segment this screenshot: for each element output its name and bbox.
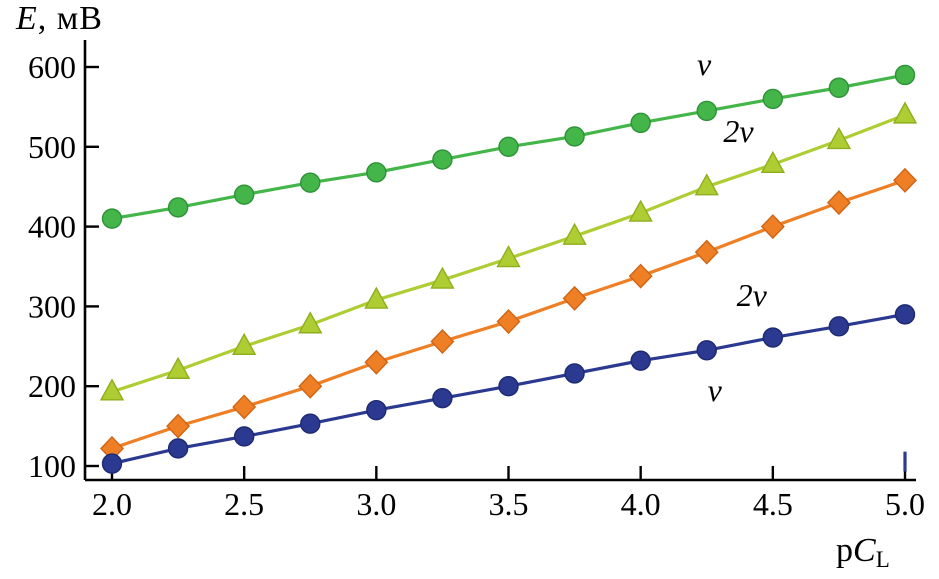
marker-circle-nu-lower bbox=[894, 304, 916, 325]
y-axis-title-units: , мВ bbox=[37, 0, 103, 37]
y-tick-label: 500 bbox=[28, 129, 76, 165]
marker-circle-nu-lower bbox=[630, 350, 651, 371]
marker-diamond-2nu-lower bbox=[694, 239, 719, 265]
y-axis-title: E, мВ bbox=[16, 0, 103, 38]
marker-triangle-2nu-upper bbox=[694, 173, 719, 196]
marker-diamond-2nu-lower bbox=[562, 285, 587, 311]
x-axis-title-subscript: L bbox=[875, 547, 890, 572]
series-annotation: 2ν bbox=[723, 113, 754, 149]
marker-diamond-2nu-lower bbox=[760, 214, 785, 240]
marker-diamond-2nu-lower bbox=[893, 167, 917, 193]
marker-diamond-2nu-lower bbox=[826, 190, 851, 216]
marker-circle-nu-lower bbox=[101, 453, 123, 474]
x-axis-title: pCL bbox=[836, 532, 890, 573]
y-tick-label: 400 bbox=[28, 209, 76, 245]
marker-circle-nu-upper bbox=[300, 172, 321, 193]
marker-circle-nu-lower bbox=[828, 316, 850, 337]
marker-diamond-2nu-lower bbox=[364, 349, 389, 375]
y-axis-title-symbol: E bbox=[16, 0, 38, 37]
marker-circle-nu-lower bbox=[233, 426, 255, 447]
marker-diamond-2nu-lower bbox=[430, 328, 455, 355]
marker-triangle-2nu-upper bbox=[231, 332, 257, 355]
marker-circle-nu-lower bbox=[498, 376, 519, 397]
x-tick-label: 2.5 bbox=[224, 486, 264, 522]
x-tick-label: 4.5 bbox=[753, 486, 793, 522]
marker-diamond-2nu-lower bbox=[232, 394, 257, 420]
marker-circle-nu-upper bbox=[762, 88, 784, 110]
marker-triangle-2nu-upper bbox=[562, 222, 587, 245]
marker-triangle-2nu-upper bbox=[99, 378, 125, 401]
marker-circle-nu-upper bbox=[894, 64, 916, 86]
x-tick-label: 4.0 bbox=[621, 486, 661, 522]
marker-triangle-2nu-upper bbox=[430, 266, 455, 289]
marker-circle-nu-lower bbox=[696, 340, 717, 361]
marker-triangle-2nu-upper bbox=[496, 245, 521, 268]
marker-circle-nu-lower bbox=[564, 363, 585, 384]
marker-circle-nu-upper bbox=[233, 184, 255, 205]
series-annotation: ν bbox=[708, 372, 723, 408]
marker-circle-nu-upper bbox=[101, 208, 123, 229]
marker-triangle-2nu-upper bbox=[826, 126, 852, 150]
x-axis-title-p: p bbox=[836, 532, 853, 569]
series-annotation: ν bbox=[697, 46, 712, 82]
marker-circle-nu-upper bbox=[167, 197, 189, 218]
marker-triangle-2nu-upper bbox=[628, 199, 653, 222]
marker-diamond-2nu-lower bbox=[496, 309, 521, 335]
marker-circle-nu-upper bbox=[432, 149, 453, 170]
x-tick-label: 3.5 bbox=[489, 486, 529, 522]
y-tick-label: 200 bbox=[28, 368, 76, 404]
x-tick-label: 5.0 bbox=[885, 486, 925, 522]
marker-circle-nu-lower bbox=[167, 438, 189, 459]
marker-circle-nu-lower bbox=[366, 399, 387, 421]
series-annotation: 2ν bbox=[737, 277, 768, 313]
marker-circle-nu-upper bbox=[828, 77, 850, 98]
marker-triangle-2nu-upper bbox=[760, 150, 786, 174]
marker-diamond-2nu-lower bbox=[166, 413, 191, 439]
y-tick-label: 300 bbox=[28, 288, 76, 324]
marker-diamond-2nu-lower bbox=[298, 373, 323, 399]
y-tick-label: 100 bbox=[28, 448, 76, 484]
marker-circle-nu-lower bbox=[762, 327, 784, 348]
marker-circle-nu-lower bbox=[300, 413, 321, 434]
x-tick-label: 3.0 bbox=[356, 486, 396, 522]
y-tick-label: 600 bbox=[28, 49, 76, 85]
marker-triangle-2nu-upper bbox=[364, 286, 389, 309]
marker-circle-nu-upper bbox=[498, 136, 519, 158]
marker-triangle-2nu-upper bbox=[298, 311, 323, 334]
marker-circle-nu-upper bbox=[696, 100, 717, 122]
marker-circle-nu-upper bbox=[366, 162, 387, 183]
x-tick-label: 2.0 bbox=[92, 486, 132, 522]
marker-diamond-2nu-lower bbox=[628, 263, 653, 289]
marker-circle-nu-upper bbox=[564, 126, 585, 147]
marker-circle-nu-upper bbox=[630, 112, 651, 134]
marker-triangle-2nu-upper bbox=[892, 101, 918, 124]
marker-triangle-2nu-upper bbox=[165, 356, 191, 379]
x-axis-title-symbol: C bbox=[853, 532, 876, 569]
marker-circle-nu-lower bbox=[432, 387, 453, 409]
